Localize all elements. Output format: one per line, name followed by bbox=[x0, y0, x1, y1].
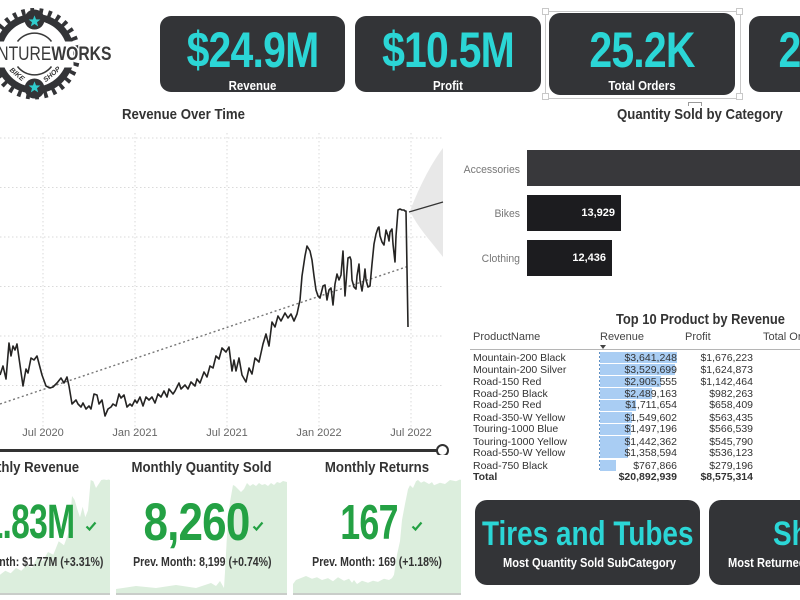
svg-text:Jul 2021: Jul 2021 bbox=[206, 427, 248, 439]
svg-text:Jan 2021: Jan 2021 bbox=[112, 427, 157, 439]
svg-text:Jul 2020: Jul 2020 bbox=[22, 427, 64, 439]
svg-text:ADVENTUREWORKS: ADVENTUREWORKS bbox=[0, 44, 112, 65]
svg-text:Jul 2022: Jul 2022 bbox=[390, 427, 432, 439]
svg-text:Jan 2022: Jan 2022 bbox=[296, 427, 341, 439]
